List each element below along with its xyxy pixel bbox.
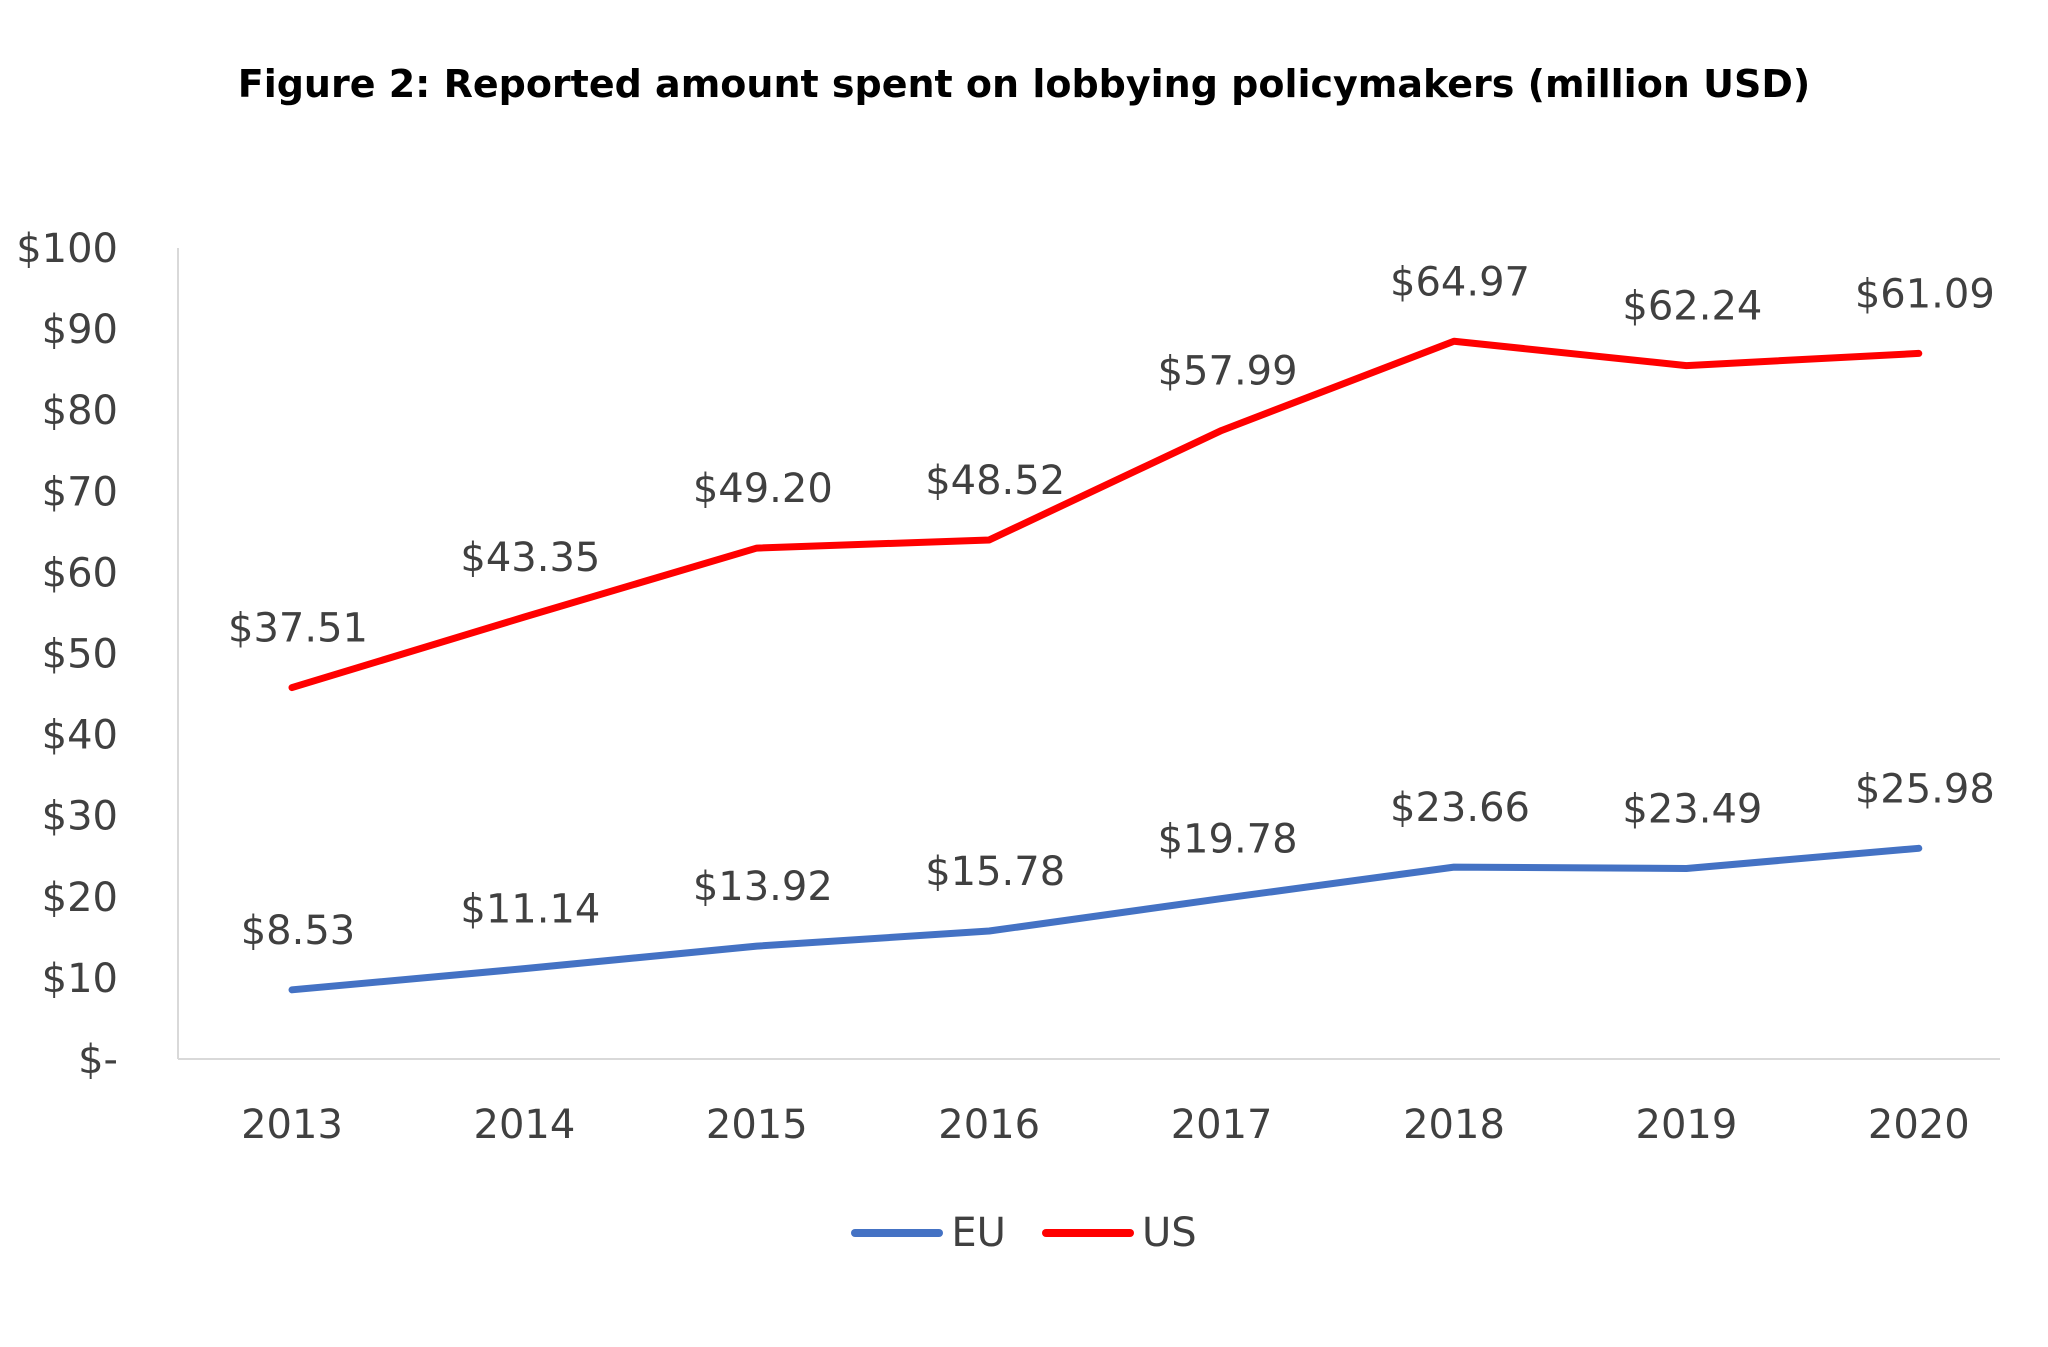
y-tick-label: $70 xyxy=(42,469,118,515)
data-labels: $8.53 $11.14 $13.92 $15.78 $19.78 $23.66 $23.4… xyxy=(228,259,1995,954)
x-tick-label: 2018 xyxy=(1403,1102,1505,1148)
x-axis-ticks: 2013 2014 2015 2016 2017 2018 2019 2020 xyxy=(241,1102,1970,1148)
data-label-eu: $8.53 xyxy=(241,908,356,954)
y-tick-label: $90 xyxy=(42,307,118,353)
y-tick-label: $30 xyxy=(42,794,118,840)
data-label-us: $48.52 xyxy=(925,458,1065,504)
data-label-eu: $11.14 xyxy=(460,887,600,933)
chart-axes xyxy=(177,248,2000,1060)
legend: EU US xyxy=(0,1210,2048,1256)
series-line-us xyxy=(288,337,1923,692)
data-label-us: $57.99 xyxy=(1158,348,1298,394)
data-label-eu: $23.66 xyxy=(1390,785,1530,831)
y-tick-label: $20 xyxy=(42,875,118,921)
x-tick-label: 2014 xyxy=(474,1102,576,1148)
data-label-us: $43.35 xyxy=(460,535,600,581)
x-tick-label: 2015 xyxy=(706,1102,808,1148)
legend-item-us: US xyxy=(1041,1210,1197,1256)
data-label-eu: $23.49 xyxy=(1622,786,1762,832)
data-label-us: $49.20 xyxy=(693,466,833,512)
data-label-eu: $15.78 xyxy=(925,849,1065,895)
y-tick-label: $80 xyxy=(42,388,118,434)
data-label-eu: $13.92 xyxy=(693,864,833,910)
legend-swatch-eu xyxy=(851,1229,944,1237)
data-label-eu: $19.78 xyxy=(1158,817,1298,863)
legend-label-us: US xyxy=(1141,1210,1197,1256)
y-axis-ticks: $- $10 $20 $30 $40 $50 $60 $70 $80 $90 $100 xyxy=(16,226,118,1083)
y-tick-label: $10 xyxy=(42,956,118,1002)
data-label-eu: $25.98 xyxy=(1855,766,1995,812)
data-label-us: $64.97 xyxy=(1390,259,1530,305)
x-tick-label: 2016 xyxy=(938,1102,1040,1148)
x-tick-label: 2020 xyxy=(1868,1102,1970,1148)
series-lines xyxy=(288,337,1923,994)
y-tick-label: $40 xyxy=(42,713,118,759)
y-tick-label: $60 xyxy=(42,550,118,596)
data-label-us: $61.09 xyxy=(1855,271,1995,317)
y-tick-label: $50 xyxy=(42,632,118,678)
data-label-us: $37.51 xyxy=(228,606,368,652)
legend-label-eu: EU xyxy=(951,1210,1006,1256)
legend-item-eu: EU xyxy=(851,1210,1006,1256)
chart-title: Figure 2: Reported amount spent on lobby… xyxy=(237,62,1811,106)
y-tick-label: $100 xyxy=(16,226,118,272)
legend-swatch-us xyxy=(1041,1229,1134,1237)
series-line-eu xyxy=(288,844,1923,994)
x-tick-label: 2017 xyxy=(1171,1102,1273,1148)
x-tick-label: 2019 xyxy=(1636,1102,1738,1148)
y-tick-label: $- xyxy=(78,1037,118,1083)
data-label-us: $62.24 xyxy=(1622,284,1762,330)
x-tick-label: 2013 xyxy=(241,1102,343,1148)
